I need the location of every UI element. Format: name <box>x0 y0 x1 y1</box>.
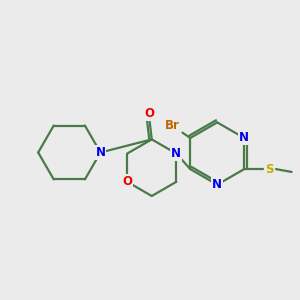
Text: N: N <box>95 146 106 159</box>
Text: O: O <box>122 175 132 188</box>
Text: N: N <box>171 147 181 160</box>
Text: N: N <box>212 178 222 191</box>
Text: N: N <box>239 131 249 145</box>
Text: S: S <box>266 163 274 176</box>
Text: O: O <box>144 107 154 120</box>
Text: Br: Br <box>165 119 180 132</box>
